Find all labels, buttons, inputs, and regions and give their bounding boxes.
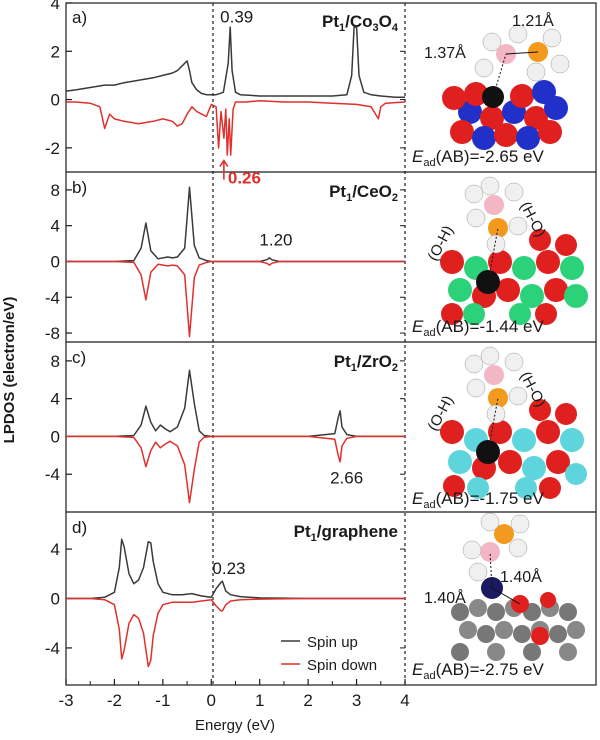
zro2-surface [440,399,587,499]
y-axis-label: LPDOS (electron/eV) [1,297,18,444]
spin-up-line [66,538,405,600]
structure-b: (O-H) (H-O) Ead(AB)=-1.44 eV [412,176,588,339]
figure-frame [65,2,597,686]
structure-d: 1.40Å 1.40Å Ead(AB)=-2.75 eV [412,512,585,682]
panel-title: Pt1/Co3O4 [322,12,399,34]
x-tick-label: 4 [400,691,409,710]
spin-down-line [66,100,406,156]
y-tick-label: -8 [45,324,60,343]
y-tick-label: 0 [51,590,60,609]
x-tick-label: -3 [58,691,73,710]
nitrogen-atom [494,524,514,544]
y-tick-label: 4 [51,540,60,559]
co3o4-surface [442,80,568,150]
x-axis-label: Energy (eV) [195,717,275,734]
spin-down-line [66,597,405,668]
peak-annotation: 0.39 [220,7,253,26]
bond-length-1: 1.21Å [512,11,554,30]
y-tick-label: -4 [45,288,60,307]
bond-length-1: 1.40Å [500,567,542,586]
panel-c: c) Pt1/ZrO2 -4 0 4 8 2.66 [45,348,405,504]
peak-arrow [219,159,229,180]
y-tick-label: -4 [45,639,60,658]
peak-annotation: 1.20 [259,230,292,249]
x-tick-label: 2 [303,691,312,710]
legend: Spin up Spin down [281,634,377,674]
structure-a: 1.21Å 1.37Å Ead(AB)=-2.65 eV [412,11,570,169]
adsorption-energy: Ead(AB)=-1.75 eV [412,489,544,511]
graphene-sheet [451,592,585,661]
adsorption-energy: Ead(AB)=-2.65 eV [412,147,544,169]
y-tick-label: 0 [51,91,60,110]
panel-b: b) Pt1/CeO2 -8 -4 0 4 8 1.20 [45,178,405,343]
spin-up-line [66,186,405,263]
spin-up-line [66,369,405,438]
y-tick-label: -4 [45,465,60,484]
nitrogen-atom [488,218,508,238]
y-tick-label: 0 [51,252,60,271]
panel-letter: c) [72,348,86,367]
peak-annotation: 0.26 [228,169,261,188]
panel-title: Pt1/ZrO2 [334,352,398,374]
y-tick-label: 4 [51,217,60,236]
y-tick-label: 4 [51,0,60,13]
adsorption-energy: Ead(AB)=-2.75 eV [412,660,544,682]
y-tick-label: 2 [51,42,60,61]
x-tick-label: 0 [207,691,216,710]
boron-atom [484,195,504,215]
panel-d: d) Pt1/graphene -4 0 4 0.23 [45,518,405,668]
panel-a: a) Pt1/Co3O4 -2 0 2 4 0.39 0.26 [45,0,406,188]
x-axis-ticks: -3 -2 -1 0 1 2 3 4 [58,679,410,710]
bond-length-2: 1.37Å [424,43,466,62]
panel-letter: b) [72,178,87,197]
y-tick-label: 8 [51,352,60,371]
panel-title: Pt1/CeO2 [329,182,398,204]
adsorption-energy: Ead(AB)=-1.44 eV [412,317,544,339]
y-tick-label: 8 [51,181,60,200]
spin-down-line [66,260,405,338]
nitrogen-atom [488,388,508,408]
y-tick-label: -2 [45,139,60,158]
y-tick-label: 0 [51,427,60,446]
panel-title: Pt1/graphene [294,522,398,544]
x-tick-label: -1 [155,691,170,710]
spin-up-line [65,26,405,98]
y-tick-label: 4 [51,390,60,409]
x-tick-label: 1 [255,691,264,710]
panel-letter: a) [72,8,87,27]
panel-letter: d) [72,518,87,537]
spin-down-line [66,435,405,504]
boron-atom [484,365,504,385]
legend-label-spin-up: Spin up [307,634,358,651]
peak-annotation: 0.23 [212,559,245,578]
ceo2-surface [440,229,588,325]
structure-c: (O-H) (H-O) Ead(AB)=-1.75 eV [412,346,587,511]
x-tick-label: 3 [352,691,361,710]
bond-length-2: 1.40Å [424,588,466,607]
peak-annotation: 2.66 [330,469,363,488]
x-tick-label: -2 [107,691,122,710]
legend-label-spin-down: Spin down [307,657,377,674]
